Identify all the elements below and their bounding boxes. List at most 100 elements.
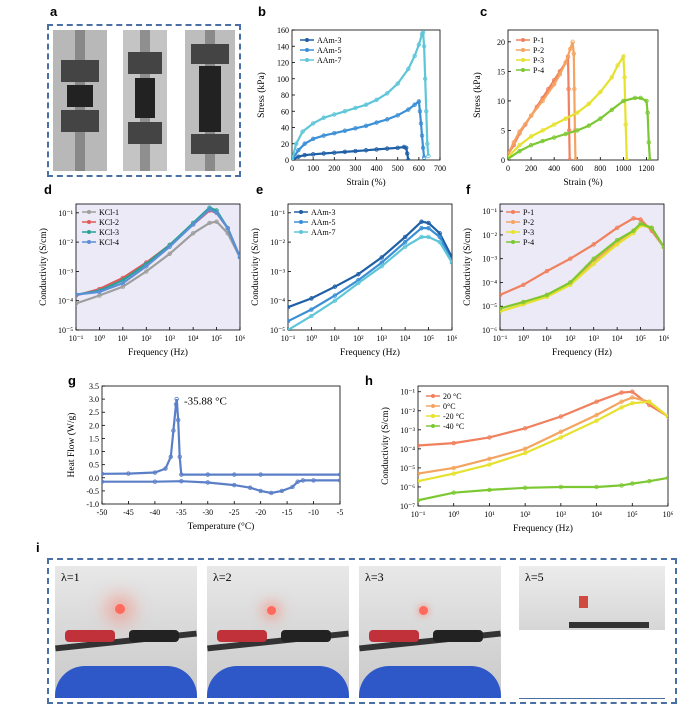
data-point [417, 109, 423, 114]
data-point [356, 280, 361, 286]
series-line [418, 400, 668, 483]
data-point [624, 157, 630, 160]
legend-entry: -20 °C [443, 412, 464, 421]
data-point [575, 110, 580, 115]
y-tick-label: 15 [497, 67, 505, 76]
data-point [621, 98, 626, 104]
data-point [558, 414, 564, 419]
data-point [631, 216, 636, 221]
y-tick-label: 10⁻¹ [482, 207, 497, 216]
x-tick-label: 10⁶ [659, 334, 670, 343]
data-point [426, 153, 431, 159]
x-axis-label: Strain (%) [563, 177, 602, 188]
led-photo-1 [55, 566, 197, 698]
data-point [288, 305, 291, 310]
data-point [647, 157, 653, 160]
x-axis-label: Frequency (Hz) [513, 523, 573, 534]
legend-entry: KCl-4 [99, 238, 119, 247]
y-tick-label: 2.0 [89, 421, 99, 430]
legend-marker [521, 58, 525, 62]
x-tick-label: 10⁻¹ [69, 334, 84, 343]
panel-label-a: a [50, 4, 58, 19]
data-point [437, 234, 442, 240]
legend-marker [511, 220, 515, 224]
data-point [522, 446, 528, 452]
data-point [190, 231, 196, 236]
data-point [337, 478, 340, 483]
data-point [300, 478, 306, 483]
data-point [630, 400, 635, 406]
data-point [551, 135, 557, 140]
data-point [97, 289, 102, 295]
x-tick-label: 10² [353, 334, 364, 343]
data-point [508, 156, 511, 160]
data-point [232, 472, 237, 477]
data-point [619, 405, 624, 410]
x-tick-label: 10⁴ [612, 334, 623, 343]
data-point [619, 399, 624, 404]
y-tick-label: 10⁻³ [482, 255, 497, 264]
x-tick-label: 1200 [638, 164, 654, 173]
data-point [614, 237, 620, 243]
data-point [279, 488, 285, 494]
chart-d-conductivity: 10⁻¹ 10⁰ 10¹ 10² 10³ 10⁴ 10⁵ 10⁶ 10⁻⁵ 10⁻⁴ 10⁻³ 10⁻… [38, 203, 246, 358]
x-tick-label: 10⁻¹ [493, 334, 508, 343]
data-point [237, 255, 240, 260]
series-line [288, 220, 452, 309]
led-photo-3 [359, 566, 501, 698]
y-tick-label: 10⁻⁵ [400, 464, 415, 473]
x-tick-label: 800 [594, 164, 606, 173]
data-point [647, 399, 652, 404]
series-line [500, 222, 664, 310]
data-point [232, 482, 237, 488]
data-point [402, 244, 408, 249]
data-point [311, 478, 316, 483]
y-tick-label: 10⁻¹ [58, 209, 73, 218]
data-point [622, 75, 627, 80]
y-tick-label: 10⁻¹ [400, 388, 415, 397]
chart-g-dsc: -50 -45 -40 -35 -30 -25 -20 -15 -10 -5 -1.0 -0.5 0.0… [66, 382, 344, 532]
data-point [416, 42, 422, 47]
data-point [295, 479, 300, 484]
data-point [175, 417, 181, 423]
y-tick-label: 10⁻⁴ [400, 445, 415, 454]
data-point [631, 228, 636, 233]
chart-b-stress-strain: 0 100 200 300 400 500 600 700 0 20 40 60 80 100 120 140… [256, 26, 446, 188]
data-point [288, 318, 291, 324]
y-tick-label: 10⁻¹ [270, 209, 285, 218]
legend-marker [87, 240, 91, 244]
y-tick-label: 10⁻² [400, 407, 415, 416]
plot-area [499, 203, 665, 331]
data-point [102, 479, 105, 484]
x-tick-label: 10⁰ [306, 334, 317, 343]
data-point [570, 39, 575, 45]
x-tick-label: 10⁴ [591, 510, 602, 519]
photo-frame-a [47, 24, 241, 177]
data-point [646, 140, 651, 145]
data-point [144, 269, 149, 274]
x-tick-label: -35 [176, 508, 187, 517]
data-point [609, 75, 615, 80]
data-point [412, 102, 417, 107]
chart-e-conductivity: 10⁻¹ 10⁰ 10¹ 10² 10³ 10⁴ 10⁵ 10⁶ 10⁻⁵ 10⁻⁴ 10⁻³ 10⁻… [250, 203, 458, 358]
y-tick-label: 10⁻⁷ [400, 502, 415, 511]
legend-marker [431, 424, 435, 428]
legend-entry: AAm-3 [317, 36, 341, 45]
x-tick-label: 10³ [165, 334, 176, 343]
y-tick-label: 3.0 [89, 395, 99, 404]
data-point [416, 99, 422, 104]
data-point [451, 440, 456, 446]
legend-marker [431, 404, 435, 408]
y-tick-label: 10⁻² [482, 231, 497, 240]
data-point [517, 148, 522, 154]
x-tick-label: 10⁰ [518, 334, 529, 343]
data-point [288, 327, 291, 330]
x-tick-label: -20 [255, 508, 266, 517]
y-axis-label: Conductivity (S/cm) [380, 407, 391, 485]
x-tick-label: -5 [337, 508, 344, 517]
data-point [190, 222, 196, 227]
y-tick-label: 60 [281, 107, 289, 116]
y-tick-label: 10⁻⁴ [58, 297, 73, 306]
data-point [649, 225, 654, 230]
y-tick-label: 0.0 [89, 474, 99, 483]
